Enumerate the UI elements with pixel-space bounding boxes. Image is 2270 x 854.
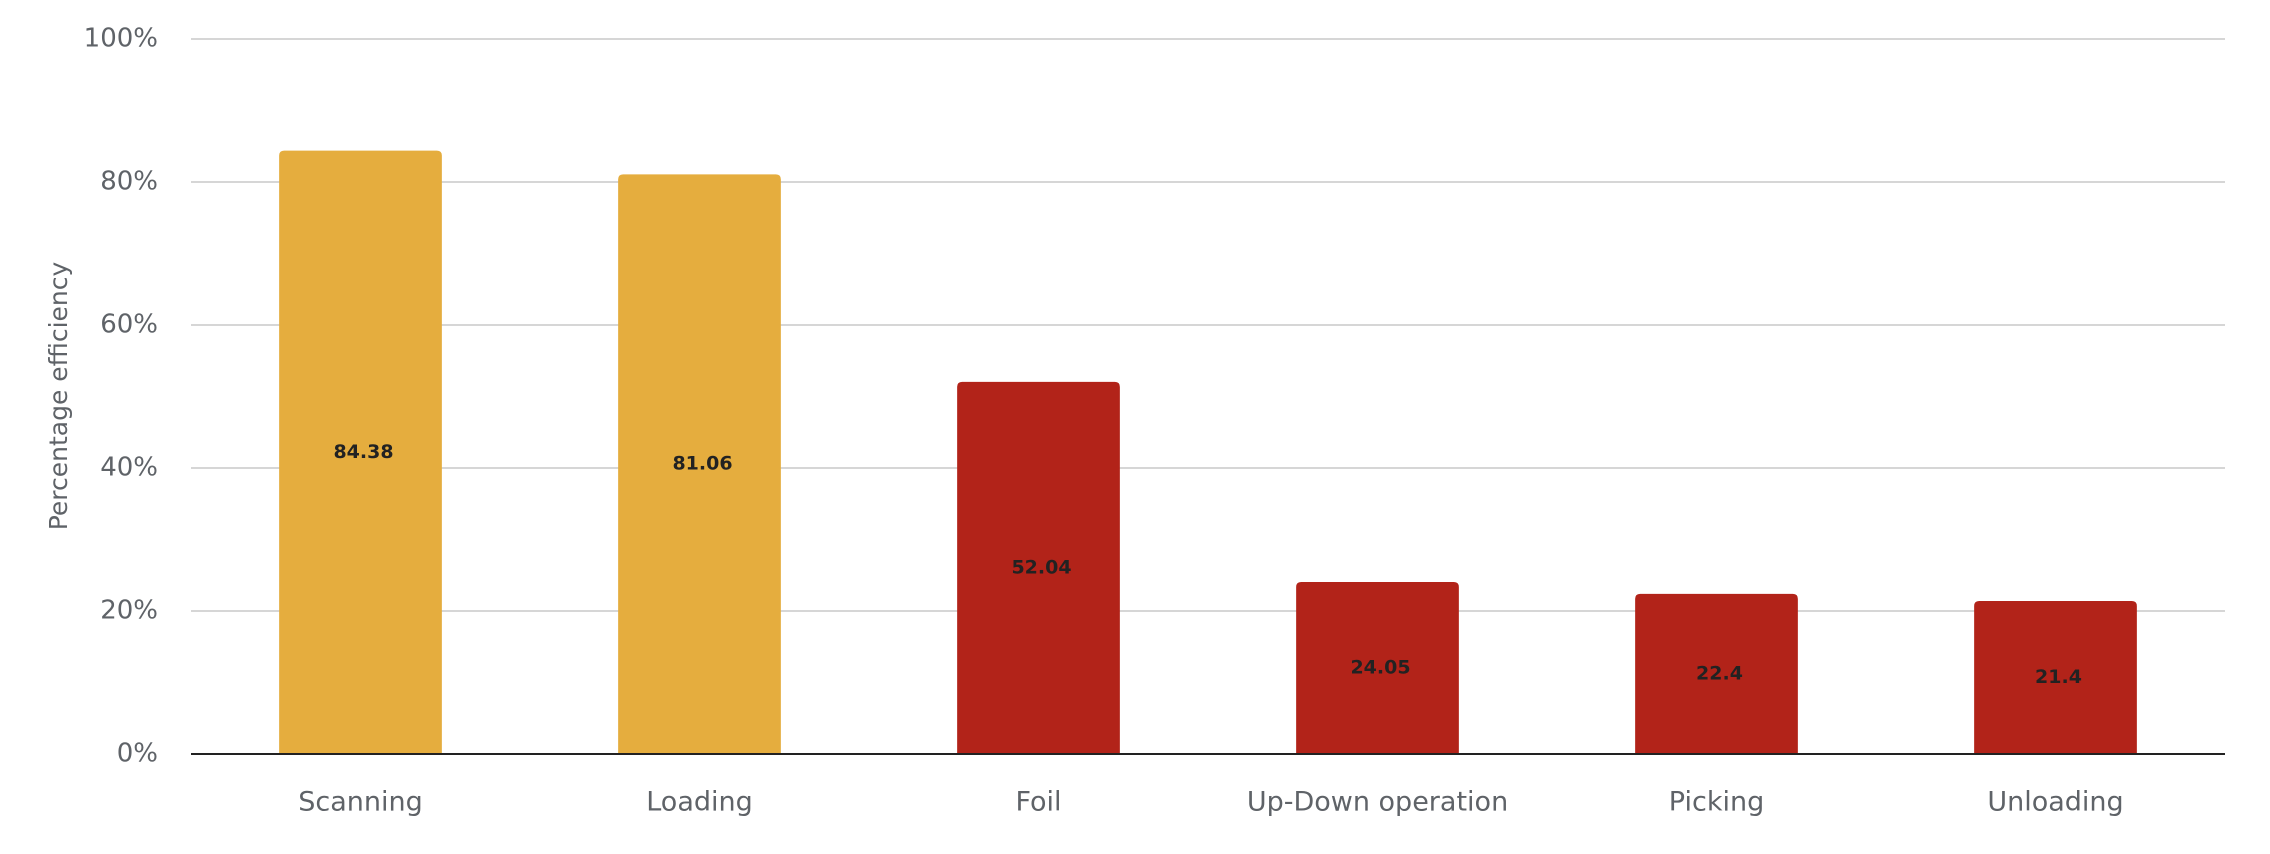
value-label: 81.06 (672, 453, 732, 475)
y-tick-label: 40% (100, 453, 158, 483)
value-label: 84.38 (333, 441, 393, 463)
value-label: 22.4 (1696, 662, 1743, 684)
value-label: 52.04 (1011, 556, 1071, 578)
y-tick-label: 20% (100, 596, 158, 626)
y-tick-label: 0% (117, 739, 158, 769)
x-tick-label: Scanning (298, 787, 423, 818)
y-axis-title: Percentage efficiency (44, 262, 73, 531)
x-tick-label: Foil (1015, 787, 1061, 818)
bar (1974, 600, 2137, 754)
y-tick-label: 60% (100, 310, 158, 340)
bar (279, 150, 442, 755)
bar (1635, 593, 1798, 754)
x-tick-label: Unloading (1987, 787, 2123, 818)
bar (957, 381, 1120, 754)
bar (618, 174, 781, 754)
value-label: 24.05 (1350, 657, 1410, 679)
x-tick-label: Loading (646, 787, 753, 818)
x-tick-label: Picking (1669, 787, 1764, 818)
bar (1296, 582, 1459, 754)
y-tick-label: 100% (84, 24, 158, 54)
value-label: 21.4 (2035, 666, 2082, 688)
y-tick-label: 80% (100, 167, 158, 197)
x-tick-label: Up-Down operation (1247, 787, 1508, 818)
